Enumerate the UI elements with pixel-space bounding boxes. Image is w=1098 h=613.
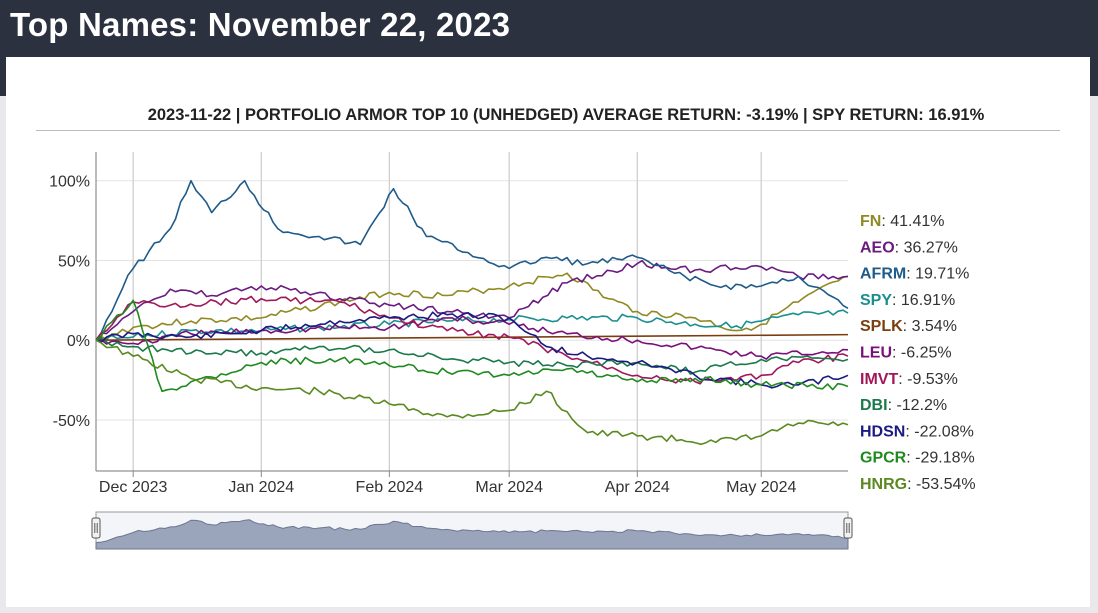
y-tick-label: 50% [58, 253, 90, 270]
x-tick-label: Jan 2024 [228, 479, 294, 496]
legend-value: -6.25% [901, 345, 952, 362]
legend-separator: : [892, 292, 901, 309]
legend-value: 41.41% [890, 213, 944, 230]
x-tick-label: May 2024 [726, 479, 796, 496]
x-tick-label: Dec 2023 [99, 479, 168, 496]
series-line-hnrg [95, 339, 849, 446]
series-line-hdsn [95, 311, 849, 389]
legend-value: -53.54% [916, 476, 976, 493]
series-line-spy [95, 309, 849, 343]
series-line-fn [95, 272, 849, 341]
series-line-gpcr [95, 299, 849, 393]
y-tick-label: 0% [67, 333, 90, 350]
legend-ticker: DBI [860, 397, 888, 414]
handle-grip[interactable] [91, 517, 101, 539]
legend-item-afrm[interactable]: AFRM: 19.71% [860, 266, 969, 283]
legend-value: -9.53% [907, 371, 958, 388]
legend-item-dbi[interactable]: DBI: -12.2% [860, 397, 947, 414]
legend-value: -22.08% [914, 423, 974, 440]
legend-ticker: GPCR [860, 450, 907, 467]
handle-grip[interactable] [843, 517, 853, 539]
y-tick-label: -50% [53, 413, 90, 430]
legend-item-hdsn[interactable]: HDSN: -22.08% [860, 423, 974, 440]
legend-separator: : [898, 371, 907, 388]
legend-item-splk[interactable]: SPLK: 3.54% [860, 318, 957, 335]
legend-ticker: FN [860, 213, 881, 230]
legend-value: 16.91% [901, 292, 955, 309]
legend-item-gpcr[interactable]: GPCR: -29.18% [860, 450, 975, 467]
legend-separator: : [906, 450, 915, 467]
legend-ticker: LEU [860, 345, 892, 362]
series-line-splk [95, 333, 849, 342]
x-tick-label: Mar 2024 [475, 479, 543, 496]
legend-ticker: HDSN [860, 423, 905, 440]
series-line-afrm [95, 179, 849, 341]
x-axis-ticks: Dec 2023 Jan 2024 Feb 2024 Mar 2024 Apr 2024… [99, 471, 796, 496]
y-tick-label: 100% [49, 174, 90, 191]
legend-value: 36.27% [904, 239, 958, 256]
legend-value: 3.54% [912, 318, 957, 335]
legend-ticker: IMVT [860, 371, 898, 388]
legend-item-hnrg[interactable]: HNRG: -53.54% [860, 476, 976, 493]
legend-item-leu[interactable]: LEU: -6.25% [860, 345, 952, 362]
legend-item-fn[interactable]: FN: 41.41% [860, 213, 944, 230]
legend-ticker: AEO [860, 239, 895, 256]
chart-title: 2023-11-22 | PORTFOLIO ARMOR TOP 10 (UNH… [147, 106, 985, 124]
legend-ticker: HNRG [860, 476, 907, 493]
legend-value: 19.71% [915, 266, 969, 283]
legend-separator: : [888, 397, 897, 414]
series-line-dbi [95, 337, 849, 375]
page-title: Top Names: November 22, 2023 [10, 6, 511, 43]
grid-lines [96, 152, 848, 471]
legend-value: -12.2% [896, 397, 947, 414]
legend-separator: : [881, 213, 890, 230]
range-navigator[interactable] [91, 511, 853, 550]
legend-ticker: SPY [860, 292, 892, 309]
legend-item-aeo[interactable]: AEO: 36.27% [860, 239, 958, 256]
legend: FN: 41.41% AEO: 36.27% AFRM: 19.71% SPY: 16… [860, 213, 976, 493]
legend-separator: : [907, 476, 916, 493]
legend-item-imvt[interactable]: IMVT: -9.53% [860, 371, 958, 388]
series-line-imvt [95, 295, 849, 385]
x-tick-label: Apr 2024 [605, 479, 670, 496]
series-line-aeo [95, 259, 849, 341]
legend-separator: : [892, 345, 901, 362]
legend-value: -29.18% [915, 450, 975, 467]
title-divider [36, 130, 1060, 131]
legend-ticker: SPLK [860, 318, 903, 335]
navigator-left-handle[interactable] [91, 517, 101, 539]
navigator-right-handle[interactable] [843, 517, 853, 539]
legend-ticker: AFRM [860, 266, 906, 283]
y-axis-ticks: 100% 50% 0% -50% [49, 174, 90, 430]
legend-separator: : [906, 266, 915, 283]
legend-separator: : [903, 318, 912, 335]
series-lines [95, 179, 849, 446]
legend-item-spy[interactable]: SPY: 16.91% [860, 292, 955, 309]
legend-separator: : [895, 239, 904, 256]
axes [95, 152, 848, 472]
navigator-area [95, 519, 849, 550]
x-tick-label: Feb 2024 [356, 479, 424, 496]
legend-separator: : [905, 423, 914, 440]
